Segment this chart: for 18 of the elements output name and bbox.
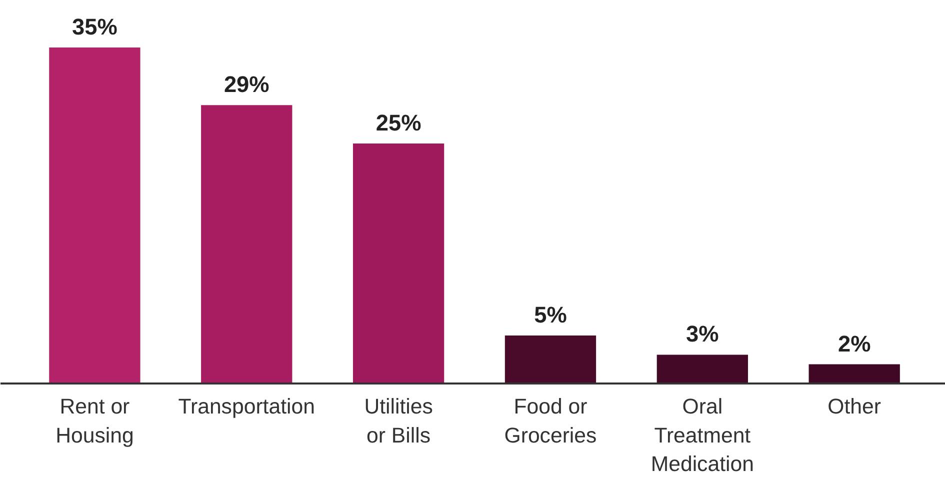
x-tick-label: Oral Treatment Medication xyxy=(650,394,754,476)
x-tick-label: Food or Groceries xyxy=(504,394,597,448)
data-label: 29% xyxy=(224,71,270,98)
data-label: 3% xyxy=(686,320,719,347)
x-tick-label: Rent or Housing xyxy=(56,394,134,448)
x-tick-label: Transportation xyxy=(178,394,315,418)
bar xyxy=(352,143,444,384)
x-tick-label: Utilities or Bills xyxy=(364,394,433,448)
data-label: 2% xyxy=(838,330,871,356)
data-label: 5% xyxy=(534,301,567,328)
data-label: 35% xyxy=(72,13,118,40)
bar xyxy=(656,354,748,384)
data-label: 25% xyxy=(376,109,422,136)
bar xyxy=(808,364,900,384)
bar xyxy=(49,47,140,384)
bar xyxy=(201,105,292,384)
x-tick-label: Other xyxy=(828,394,882,418)
bar xyxy=(504,335,596,384)
